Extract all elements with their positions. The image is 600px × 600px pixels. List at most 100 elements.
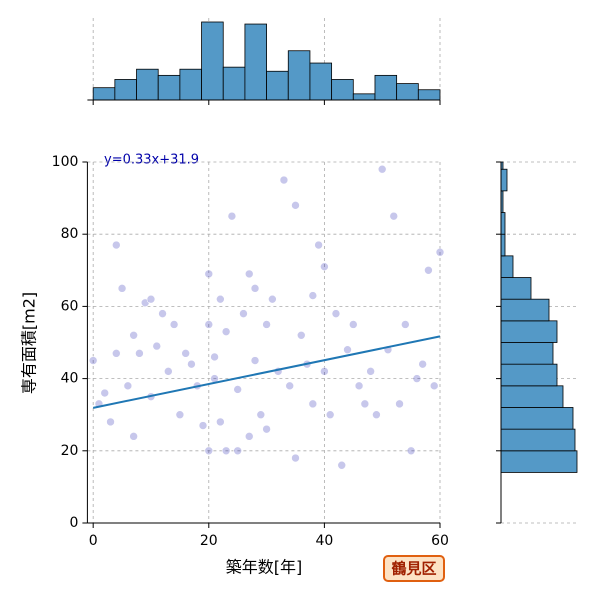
- badge: 鶴見区: [391, 560, 436, 578]
- point: [354, 381, 364, 391]
- hist-bar: [500, 450, 578, 473]
- y-tick-label: 60: [61, 298, 79, 314]
- point: [291, 453, 300, 463]
- hist-bar: [417, 89, 441, 101]
- point: [123, 381, 133, 391]
- point: [198, 421, 208, 430]
- hist-bar: [500, 168, 508, 192]
- hist-bar: [309, 62, 333, 101]
- y-axis-label: 専有面積[m2]: [20, 292, 39, 394]
- point: [221, 327, 231, 336]
- point: [152, 341, 162, 351]
- point: [331, 309, 341, 318]
- hist-bar: [157, 74, 181, 101]
- point: [106, 417, 115, 427]
- y-tick-label: 0: [69, 515, 78, 531]
- point: [435, 247, 445, 257]
- point: [395, 399, 404, 409]
- x-tick-label: 60: [431, 533, 449, 549]
- hist-bar: [244, 23, 267, 101]
- point: [146, 294, 156, 304]
- point: [129, 330, 138, 340]
- point: [233, 385, 242, 394]
- hist-bar: [352, 93, 376, 101]
- point: [291, 201, 300, 210]
- point: [100, 388, 110, 398]
- point: [244, 269, 254, 279]
- point: [158, 309, 167, 318]
- point: [325, 410, 335, 420]
- y-tick-label: 40: [61, 371, 79, 387]
- point: [320, 262, 329, 271]
- point: [135, 349, 144, 358]
- x-tick-label: 0: [89, 533, 98, 549]
- y-tick-label: 80: [61, 226, 79, 242]
- point: [210, 352, 219, 362]
- point: [262, 320, 271, 329]
- hist-bar: [500, 407, 574, 430]
- hist-bar: [500, 233, 506, 257]
- point: [250, 284, 260, 293]
- y-tick-label: 100: [52, 154, 79, 170]
- point: [239, 309, 248, 318]
- regression-line: [92, 335, 441, 409]
- point: [227, 211, 237, 221]
- badge-box: [383, 555, 445, 582]
- hist-bar: [201, 21, 224, 101]
- point: [204, 446, 214, 456]
- hist-bar: [500, 428, 576, 452]
- point: [366, 367, 375, 376]
- point: [250, 356, 260, 365]
- point: [406, 446, 416, 456]
- point: [204, 320, 214, 329]
- point: [204, 269, 214, 279]
- hist-bar: [266, 70, 289, 101]
- y-tick-label: 20: [61, 443, 79, 459]
- point: [372, 410, 381, 420]
- x-tick-label: 40: [315, 533, 333, 549]
- hist-bar: [500, 385, 564, 408]
- point: [117, 284, 127, 293]
- point: [337, 460, 347, 470]
- point: [348, 320, 358, 329]
- point: [389, 211, 399, 221]
- hist-bar: [136, 68, 159, 101]
- point: [285, 381, 295, 391]
- point: [343, 345, 352, 355]
- annotation: y=0.33x+31.9: [104, 153, 199, 168]
- point: [112, 349, 121, 358]
- point: [308, 399, 318, 409]
- point: [216, 417, 225, 427]
- hist-bar: [500, 363, 558, 387]
- hist-bar: [374, 74, 398, 101]
- hist-bar: [331, 79, 354, 101]
- point: [164, 367, 173, 376]
- point: [314, 240, 323, 250]
- hist-bar: [287, 50, 311, 101]
- point: [129, 432, 138, 441]
- point: [169, 320, 179, 329]
- hist-bar: [500, 298, 550, 322]
- point: [308, 291, 318, 300]
- hist-bar: [500, 342, 554, 365]
- point: [424, 265, 433, 275]
- point: [181, 349, 190, 358]
- hist-bar: [92, 87, 116, 101]
- point: [279, 175, 289, 185]
- hist-bar: [179, 68, 202, 101]
- x-tick-label: 20: [200, 533, 218, 549]
- point: [296, 330, 306, 340]
- point: [377, 164, 387, 174]
- point: [418, 359, 427, 369]
- point: [112, 240, 121, 250]
- point: [88, 356, 98, 365]
- point: [175, 410, 185, 420]
- hist-bar: [222, 66, 246, 101]
- point: [221, 446, 231, 456]
- hist-bar: [396, 83, 419, 101]
- point: [320, 367, 329, 376]
- hist-bar: [500, 277, 532, 300]
- hist-bar: [500, 212, 506, 235]
- x-axis-label: 築年数[年]: [226, 558, 303, 577]
